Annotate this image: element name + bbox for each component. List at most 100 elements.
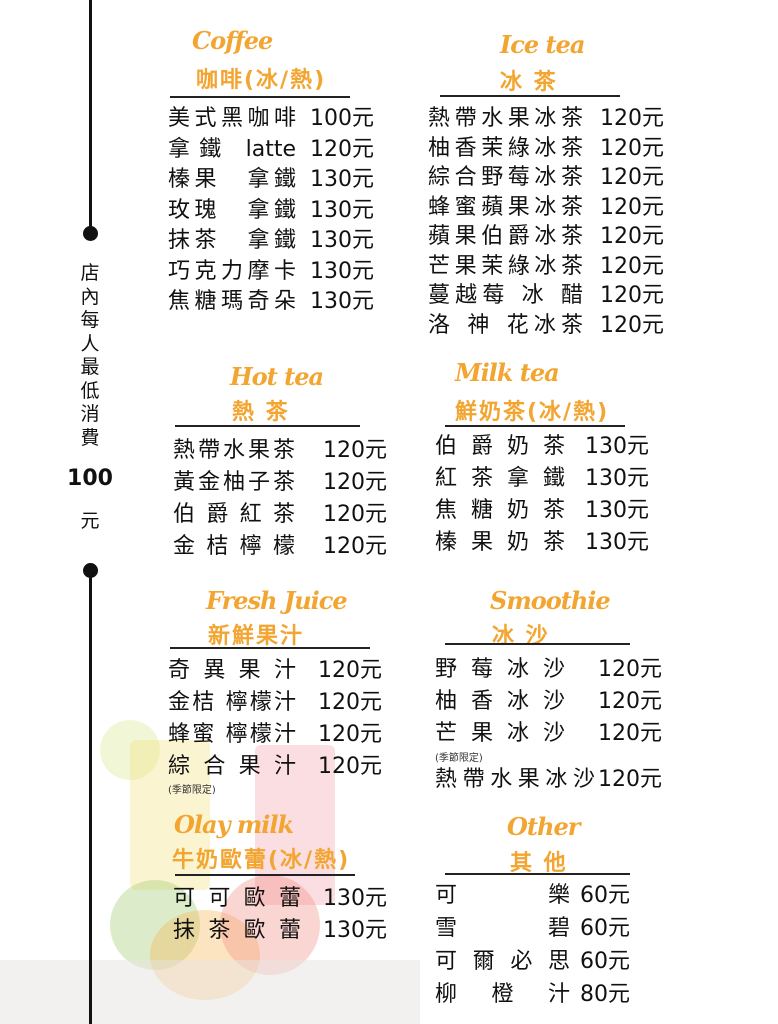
menu-item: 抹茶 拿鐵 130元 — [168, 226, 380, 256]
section-divider — [170, 647, 370, 649]
item-price: 120元 — [323, 438, 387, 463]
menu-item: 洛 神 花冰茶 120元 — [428, 311, 670, 341]
item-price: 120元 — [600, 165, 664, 190]
fruit-decoration — [220, 875, 320, 975]
menu-item: 熱帶水果冰茶 120元 — [428, 104, 670, 134]
menu-item: 美式黑咖啡 100元 — [168, 104, 380, 134]
item-name: 熱帶水果冰茶 — [428, 106, 583, 131]
menu-item: 蜂蜜蘋果冰茶 120元 — [428, 193, 670, 223]
item-price: 130元 — [310, 258, 374, 284]
menu-item: 綜合野莓冰茶 120元 — [428, 163, 670, 193]
item-price: 130元 — [310, 197, 374, 223]
item-name: 榛果奶茶 — [435, 530, 565, 555]
section-title-zh: 牛奶歐蕾(冰/熱) — [172, 848, 351, 873]
table-decoration — [0, 960, 420, 1024]
item-name: 金桔 檸檬汁 — [168, 690, 296, 715]
section-title-en: Coffee — [192, 26, 273, 55]
timeline-line — [89, 570, 92, 1024]
item-name: 美式黑咖啡 — [168, 106, 296, 131]
menu-item: 柚香茉綠冰茶 120元 — [428, 134, 670, 164]
menu-item: 奇異果汁 120元 — [168, 656, 388, 686]
menu-item: 柚香冰沙 120元 — [435, 687, 668, 717]
menu-item: 榛果奶茶 130元 — [435, 528, 655, 558]
item-name: 玫瑰 拿鐵 — [168, 197, 296, 223]
item-price: 120元 — [598, 689, 662, 714]
menu-item: 金桔 檸檬汁 120元 — [168, 688, 388, 718]
item-price: 130元 — [323, 886, 387, 911]
section-divider — [170, 96, 350, 98]
section-divider — [175, 874, 355, 876]
menu-item: 焦糖奶茶 130元 — [435, 496, 655, 526]
item-price: 120元 — [600, 253, 664, 279]
menu-item: 拿 鐵 latte 120元 — [168, 135, 380, 165]
section-title-zh: 新鮮果汁 — [208, 624, 305, 649]
item-name: 雪碧 — [435, 916, 570, 941]
item-name: 榛果 拿鐵 — [168, 167, 296, 192]
item-name: 洛 神 花冰茶 — [428, 312, 583, 338]
menu-item: 可可歐蕾 130元 — [173, 884, 393, 914]
item-name: 巧克力摩卡 — [168, 258, 296, 284]
item-name: 奇異果汁 — [168, 658, 296, 683]
section-divider — [445, 643, 630, 645]
section-divider — [445, 425, 625, 427]
menu-item: 黃金柚子茶 120元 — [173, 468, 393, 498]
item-name: 芒果茉綠冰茶 — [428, 253, 583, 279]
section-title-en: Smoothie — [490, 586, 611, 615]
item-price: 130元 — [310, 289, 374, 314]
item-name: 柳橙汁 — [435, 982, 570, 1007]
fruit-decoration — [255, 745, 335, 905]
item-price: 60元 — [580, 883, 630, 908]
section-title-en: Hot tea — [230, 362, 324, 391]
menu-item: 熱帶水果茶 120元 — [173, 436, 393, 466]
item-price: 120元 — [323, 470, 387, 495]
item-price: 130元 — [310, 167, 374, 192]
menu-item: 榛果 拿鐵 130元 — [168, 165, 380, 195]
item-price: 120元 — [318, 754, 382, 779]
menu-item: 芒果茉綠冰茶 120元 — [428, 252, 670, 282]
item-price: 130元 — [585, 498, 649, 523]
fruit-decoration — [100, 720, 160, 780]
item-name: 蜂蜜蘋果冰茶 — [428, 194, 583, 220]
timeline-dot — [83, 226, 98, 241]
section-divider — [175, 425, 360, 427]
section-title-zh: 冰 茶 — [500, 70, 558, 95]
item-name: 金桔檸檬 — [173, 534, 295, 559]
timeline-line — [89, 0, 92, 232]
section-title-zh: 冰 沙 — [492, 624, 550, 649]
item-price: 120元 — [598, 657, 662, 682]
item-price: 130元 — [585, 434, 649, 459]
item-name: 伯爵奶茶 — [435, 434, 565, 459]
item-price: 120元 — [323, 534, 387, 559]
item-name: 拿 鐵 latte — [168, 136, 296, 162]
menu-item: 伯爵紅茶 120元 — [173, 500, 393, 530]
item-price: 120元 — [323, 502, 387, 527]
item-price: 120元 — [318, 658, 382, 683]
min-spend-unit: 元 — [80, 510, 100, 532]
item-name: 綜合野莓冰茶 — [428, 165, 583, 190]
item-name: 可可歐蕾 — [173, 886, 301, 911]
item-name: 柚香茉綠冰茶 — [428, 135, 583, 161]
item-name: 可樂 — [435, 883, 570, 908]
item-price: 120元 — [318, 690, 382, 715]
item-name: 熱帶水果冰沙 — [435, 767, 595, 792]
item-price: 120元 — [600, 283, 664, 308]
menu-item: 紅茶拿鐵 130元 — [435, 464, 655, 494]
menu-item: 熱帶水果冰沙 120元 — [435, 765, 668, 795]
item-name: 蔓越莓 冰 醋 — [428, 283, 583, 308]
section-title-zh: 其 他 — [510, 851, 568, 876]
item-price: 130元 — [310, 228, 374, 253]
item-name: 蘋果伯爵冰茶 — [428, 224, 583, 249]
min-spend-text: 店內每人最低消費 — [80, 262, 100, 449]
item-name: 芒果冰沙 — [435, 721, 565, 746]
item-price: 120元 — [310, 136, 374, 162]
item-name: 野莓冰沙 — [435, 657, 565, 682]
section-title-en: Olay milk — [174, 810, 294, 839]
item-price: 120元 — [600, 224, 664, 249]
item-name: 伯爵紅茶 — [173, 502, 295, 527]
min-spend-amount: 100 — [67, 466, 113, 491]
menu-item: 伯爵奶茶 130元 — [435, 432, 655, 462]
item-name: 熱帶水果茶 — [173, 438, 295, 463]
menu-item: 玫瑰 拿鐵 130元 — [168, 196, 380, 226]
menu-item: 蘋果伯爵冰茶 120元 — [428, 222, 670, 252]
section-title-zh: 鮮奶茶(冰/熱) — [455, 400, 610, 425]
